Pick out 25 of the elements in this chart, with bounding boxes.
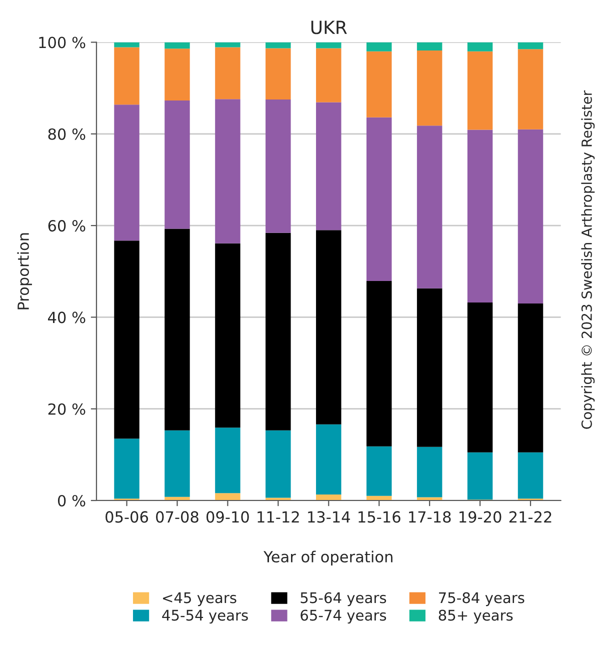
y-tick-label: 100 % bbox=[39, 36, 86, 48]
y-tick-label: 80 % bbox=[48, 128, 86, 140]
text: Copyright © 2023 Swedish Arthroplasty Register bbox=[581, 90, 595, 429]
y-tick-label: 60 % bbox=[48, 220, 86, 232]
y-tick-label: 40 % bbox=[48, 312, 86, 324]
x-tick-label: 19-20 bbox=[460, 511, 502, 523]
x-axis-title: Year of operation bbox=[264, 550, 392, 566]
legend-label: <45 years bbox=[163, 592, 236, 606]
x-tick-label: 21-22 bbox=[509, 511, 552, 523]
x-tick-label: 05-06 bbox=[106, 511, 148, 523]
chart-title: UKR bbox=[311, 20, 347, 34]
x-tick-label: 09-10 bbox=[206, 511, 249, 523]
legend-label: 65-74 years bbox=[300, 610, 386, 624]
y-tick-label: 20 % bbox=[48, 403, 86, 415]
legend-label: 75-84 years bbox=[439, 592, 524, 606]
y-axis-title: Proportion bbox=[17, 233, 32, 310]
x-tick-label: 15-16 bbox=[358, 511, 400, 523]
legend-label: 55-64 years bbox=[300, 592, 386, 606]
legend-label: 85+ years bbox=[438, 610, 513, 624]
x-tick-label: 13-14 bbox=[308, 511, 350, 523]
y-tick-label: 0 % bbox=[58, 494, 86, 507]
legend-label: 45-54 years bbox=[162, 610, 248, 624]
x-tick-label: 17-18 bbox=[409, 511, 451, 523]
x-tick-label: 07-08 bbox=[156, 511, 198, 523]
x-tick-label: 11-12 bbox=[258, 511, 299, 523]
